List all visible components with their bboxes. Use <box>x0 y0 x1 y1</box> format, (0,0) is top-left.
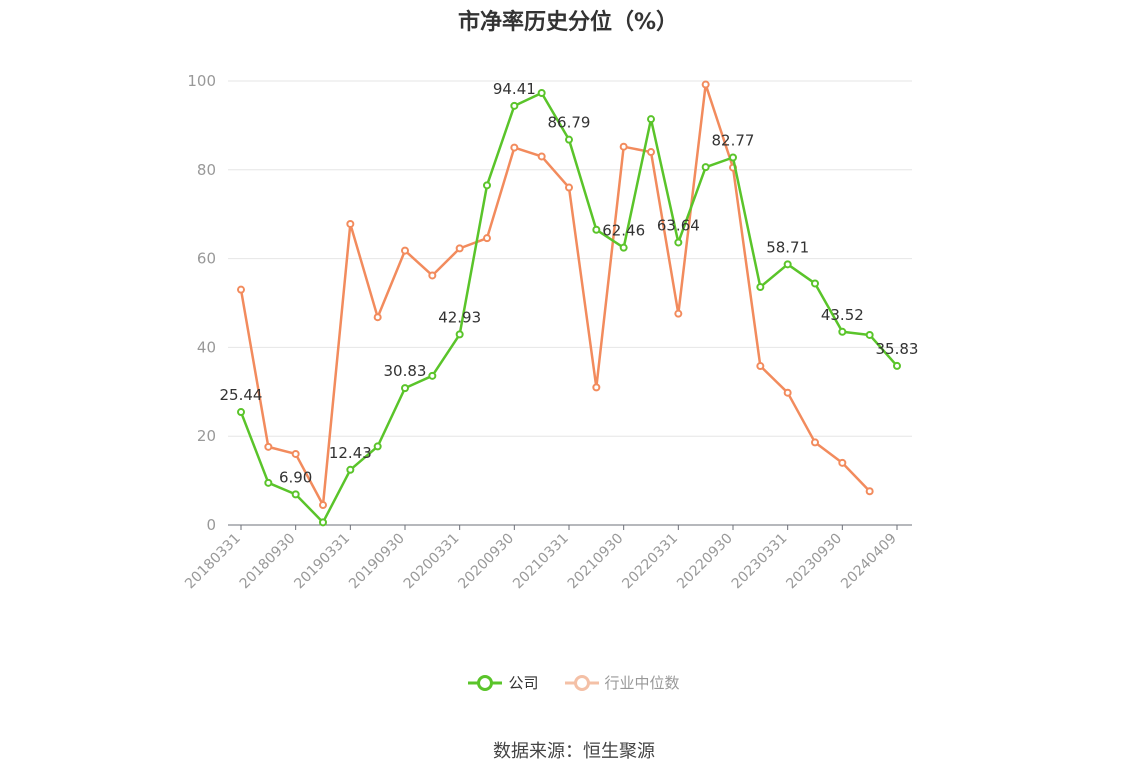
industry-point <box>674 309 683 318</box>
x-tick-label: 20230331 <box>729 531 791 593</box>
company-point <box>264 478 273 487</box>
company-point <box>319 518 327 527</box>
industry-point <box>346 219 355 228</box>
company-point <box>838 327 847 336</box>
industry-point <box>537 152 546 161</box>
x-tick-label: 20240409 <box>838 531 900 593</box>
company-point <box>893 361 901 370</box>
data-source: 数据来源：恒生聚源 <box>493 741 655 762</box>
company-point <box>237 408 245 417</box>
legend-item-company[interactable]: 公司 <box>468 672 539 693</box>
industry-point <box>455 244 464 253</box>
data-label: 62.46 <box>602 222 645 240</box>
x-tick-label: 20180930 <box>237 531 299 593</box>
company-point <box>729 153 737 162</box>
company-point <box>291 490 300 499</box>
chart-title: 市净率历史分位（%） <box>457 10 679 35</box>
company-point <box>674 238 683 247</box>
company-point <box>346 465 355 474</box>
company-point <box>373 442 382 451</box>
company-point <box>455 330 464 339</box>
industry-point <box>865 487 874 496</box>
company-point <box>537 88 546 97</box>
data-label: 86.79 <box>548 114 591 132</box>
x-tick-label: 20220930 <box>674 531 736 593</box>
x-tick-label: 20210331 <box>510 531 572 593</box>
x-tick-label: 20200930 <box>455 531 517 593</box>
data-label: 63.64 <box>657 216 700 234</box>
industry-point <box>291 449 300 458</box>
company-point <box>565 135 573 144</box>
company-point <box>647 115 655 124</box>
y-tick-label: 40 <box>197 338 216 356</box>
company-point <box>592 225 601 234</box>
company-point <box>428 371 437 380</box>
industry-series-line <box>239 83 871 507</box>
data-label: 12.43 <box>329 444 372 462</box>
legend-industry-marker-icon <box>564 674 599 691</box>
industry-point <box>592 383 601 392</box>
industry-point <box>510 143 519 152</box>
data-label: 43.52 <box>821 306 864 324</box>
legend-company-marker-icon <box>468 674 503 691</box>
company-point <box>811 279 819 288</box>
legend-industry-label: 行业中位数 <box>604 674 680 692</box>
company-point <box>401 384 409 393</box>
x-tick-label: 20180331 <box>182 531 244 593</box>
x-tick-label: 20200331 <box>401 531 463 593</box>
industry-point <box>811 438 819 447</box>
data-label: 6.90 <box>279 468 312 486</box>
company-point <box>510 101 519 110</box>
industry-point <box>428 271 437 280</box>
x-tick-label: 20190930 <box>346 531 408 593</box>
y-tick-label: 100 <box>187 72 216 90</box>
x-tick-label: 20220331 <box>619 531 681 593</box>
industry-point <box>756 362 765 371</box>
data-label: 35.83 <box>876 340 919 358</box>
x-tick-label: 20190331 <box>291 531 353 593</box>
company-point <box>701 163 710 172</box>
data-label: 94.41 <box>493 80 536 98</box>
line-chart: 0 20 40 60 80 100 2018033120180930201903312019… <box>182 72 919 593</box>
company-point <box>783 260 792 269</box>
company-point <box>756 283 765 292</box>
data-label: 30.83 <box>384 362 427 380</box>
x-tick-label: 20230930 <box>783 531 845 593</box>
legend: 公司 行业中位数 <box>0 672 1148 693</box>
data-label: 42.93 <box>438 308 481 326</box>
y-tick-label: 60 <box>197 250 216 268</box>
company-point <box>619 243 628 252</box>
y-tick-label: 80 <box>197 161 216 179</box>
legend-item-industry-median[interactable]: 行业中位数 <box>564 672 680 693</box>
industry-point <box>838 458 847 467</box>
industry-point <box>483 234 491 243</box>
data-label: 82.77 <box>712 132 755 150</box>
industry-point <box>701 80 710 89</box>
industry-point <box>619 142 628 151</box>
y-tick-label: 20 <box>197 427 216 445</box>
industry-point <box>401 246 409 255</box>
industry-point <box>237 285 245 294</box>
x-tick-label: 20210930 <box>565 531 627 593</box>
company-point <box>483 181 491 190</box>
industry-point <box>264 442 273 451</box>
industry-point <box>647 148 655 157</box>
legend-company-label: 公司 <box>508 674 539 692</box>
industry-point <box>565 183 573 192</box>
industry-point <box>783 388 792 397</box>
industry-point <box>319 501 327 510</box>
y-tick-label: 0 <box>206 516 216 534</box>
data-label: 58.71 <box>766 238 809 256</box>
industry-point <box>373 313 382 322</box>
company-point <box>865 330 874 339</box>
data-label: 25.44 <box>220 386 263 404</box>
